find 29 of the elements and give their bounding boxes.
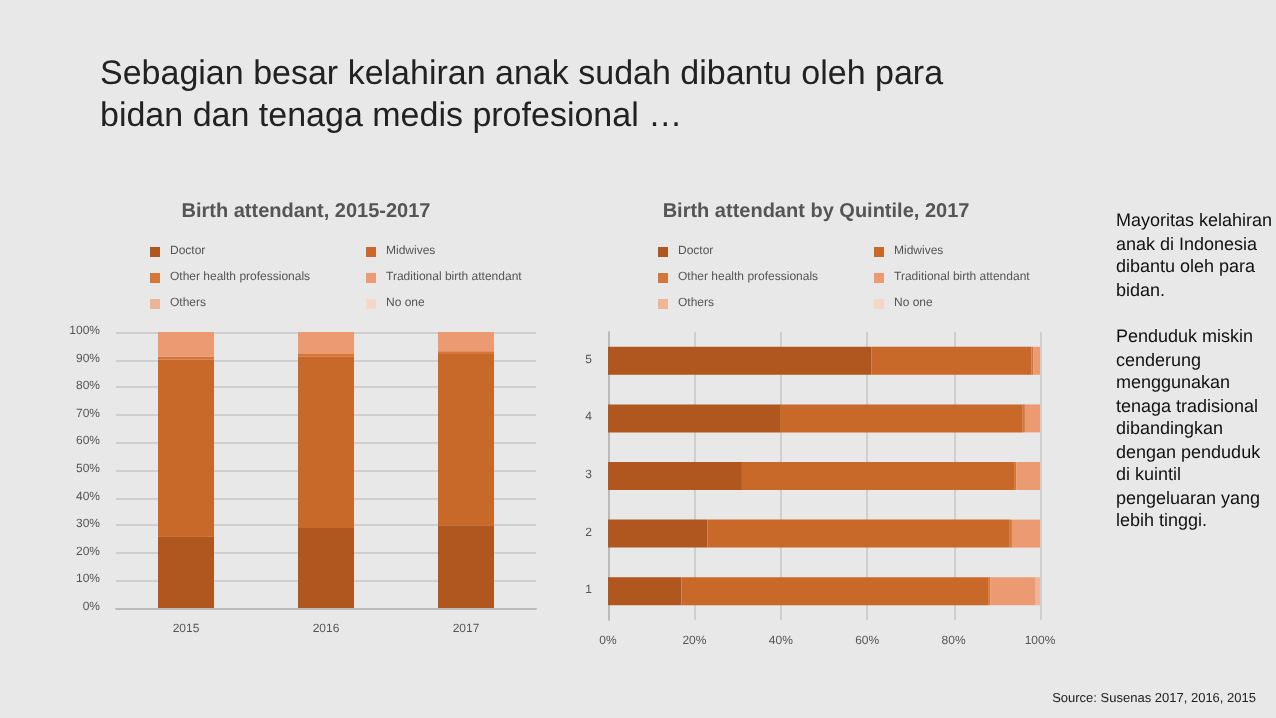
bar <box>1016 462 1040 490</box>
bar <box>608 404 781 433</box>
bar <box>871 346 1032 375</box>
bar <box>707 519 1010 548</box>
bar <box>1011 519 1040 548</box>
bar <box>158 536 214 608</box>
bar <box>298 356 354 528</box>
bar <box>438 332 494 352</box>
bar <box>990 577 1036 606</box>
bar <box>158 359 214 537</box>
chart-title: Birth attendant, 2015-2017 <box>181 201 432 223</box>
bar <box>1024 404 1040 433</box>
bar <box>608 577 682 606</box>
bar <box>438 525 494 608</box>
text: Penduduk miskin cenderung menggunakan tenaga tradisional dibandingkan dengan penduduk di kuintil pengeluaran yang lebih tinggi. <box>1116 326 1261 530</box>
bar <box>158 332 214 357</box>
bar <box>681 577 989 606</box>
bar <box>298 527 354 608</box>
bar <box>780 404 1023 433</box>
bar <box>438 354 494 526</box>
bar <box>298 332 354 355</box>
bar <box>741 462 1015 490</box>
bar <box>1033 346 1040 375</box>
text: Sebagian besar kelahiran anak sudah dibantu oleh para bidan dan tenaga medis profesional … <box>100 52 946 136</box>
chart-title: Birth attendant by Quintile, 2017 <box>662 201 971 223</box>
bar <box>608 346 872 375</box>
text: Mayoritas kelahiran anak di Indonesia dibantu oleh para bidan. <box>1116 210 1275 302</box>
bar <box>608 462 742 490</box>
bar <box>608 519 708 548</box>
